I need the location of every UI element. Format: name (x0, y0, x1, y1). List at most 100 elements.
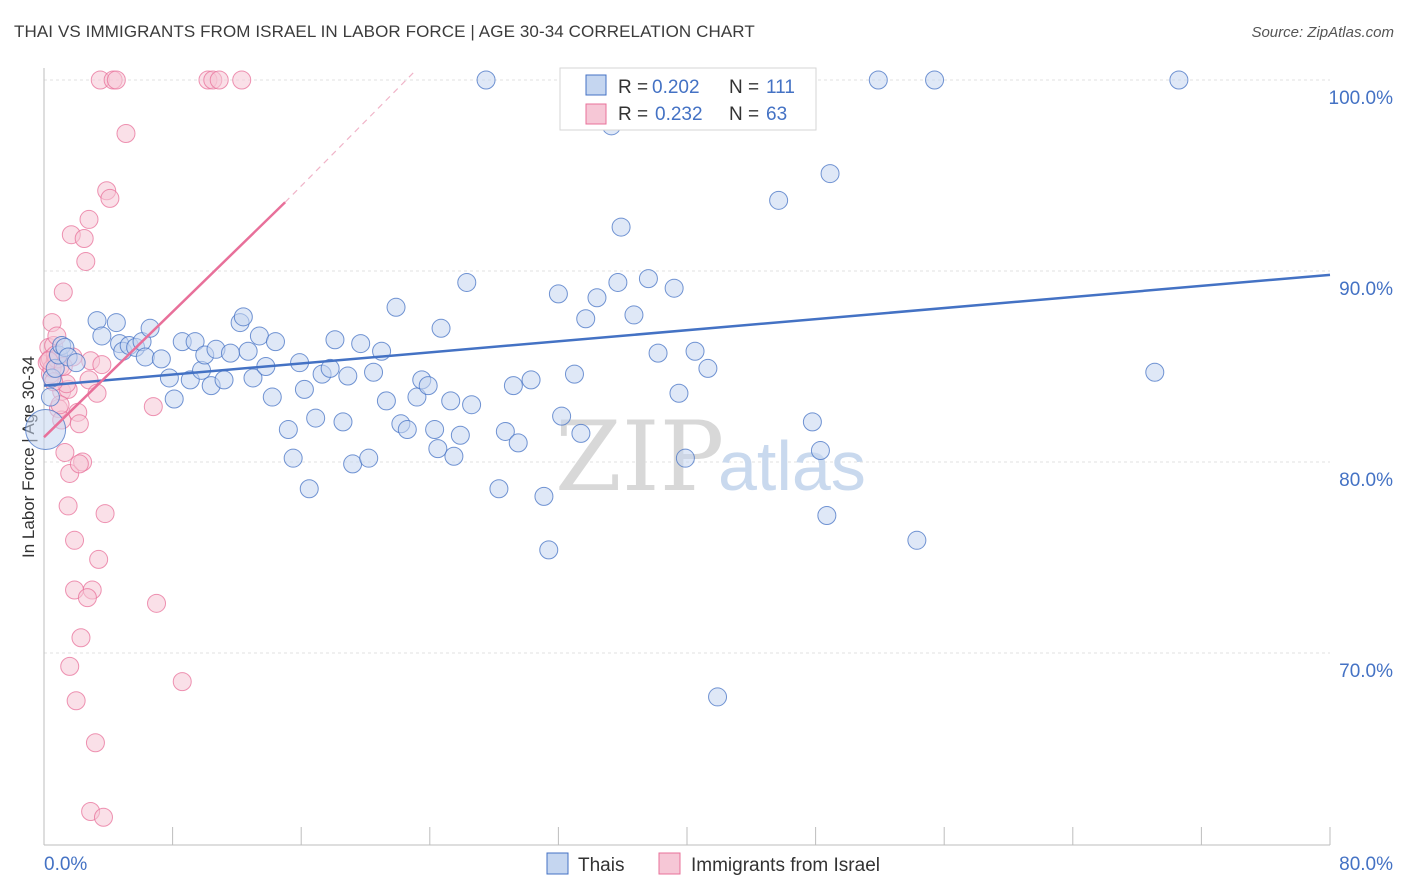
point-thais-38 (265, 332, 285, 352)
point-israel-51 (60, 656, 80, 676)
chart-title: THAI VS IMMIGRANTS FROM ISRAEL IN LABOR … (14, 22, 755, 41)
point-thais-85 (608, 272, 628, 292)
point-thais-35 (249, 326, 269, 346)
point-thais-77 (539, 540, 559, 560)
watermark-zip: ZIP (555, 401, 724, 513)
point-israel-50 (93, 807, 113, 827)
point-thais-91 (669, 383, 689, 403)
point-israel-32 (85, 733, 105, 753)
point-thais-86 (611, 217, 631, 237)
point-thais-71 (489, 479, 509, 499)
point-israel-14 (58, 496, 78, 516)
point-thais-67 (450, 425, 470, 445)
point-thais-66 (444, 446, 464, 466)
bottom-legend-label-thais: Thais (578, 855, 624, 876)
trendline-thais (43, 273, 1331, 387)
y-tick-labels: 70.0% 80.0% 90.0% 100.0% (1329, 88, 1394, 682)
y-tick-label-80: 80.0% (1339, 470, 1393, 491)
point-thais-8 (66, 353, 86, 373)
series-thais-points (25, 70, 1189, 707)
point-thais-32 (233, 307, 253, 327)
point-thais-65 (441, 391, 461, 411)
point-israel-24 (71, 628, 91, 648)
point-thais-30 (220, 343, 240, 363)
x-tick-label-max: 80.0% (1339, 854, 1393, 875)
point-thais-50 (343, 454, 363, 474)
point-thais-56 (386, 297, 406, 317)
x-tick-label-min: 0.0% (44, 854, 87, 875)
point-thais-17 (135, 347, 155, 367)
point-israel-28 (79, 209, 99, 229)
correlation-legend: R = 0.202 N = 111 R = 0.232 N = 63 (559, 67, 817, 131)
point-thais-51 (351, 334, 371, 354)
point-thais-0 (25, 409, 67, 451)
point-thais-19 (151, 349, 171, 369)
point-thais-49 (338, 366, 358, 386)
bottom-legend-label-israel: Immigrants from Israel (691, 855, 880, 876)
point-israel-42 (143, 397, 163, 417)
point-thais-48 (333, 412, 353, 432)
point-israel-48 (232, 70, 252, 90)
grid-lines (44, 79, 1330, 654)
point-israel-38 (100, 188, 120, 208)
point-thais-76 (534, 486, 554, 506)
point-thais-87 (624, 305, 644, 325)
point-thais-106 (1169, 70, 1189, 90)
point-thais-105 (1145, 362, 1165, 382)
point-israel-47 (209, 70, 229, 90)
legend-r-label-thais: R = (618, 77, 653, 98)
point-thais-73 (503, 376, 523, 396)
legend-n-label-israel: N = (729, 104, 764, 125)
point-thais-52 (359, 448, 379, 468)
point-thais-89 (648, 343, 668, 363)
point-thais-68 (457, 272, 477, 292)
point-thais-70 (476, 70, 496, 90)
y-tick-label-90: 90.0% (1339, 279, 1393, 300)
point-israel-23 (69, 414, 89, 434)
y-axis-title: In Labor Force | Age 30-34 (19, 356, 38, 558)
legend-swatch-israel (585, 103, 607, 125)
point-thais-75 (521, 370, 541, 390)
point-thais-42 (294, 379, 314, 399)
point-thais-46 (320, 358, 340, 378)
point-israel-43 (147, 593, 167, 613)
point-thais-97 (769, 190, 789, 210)
point-thais-98 (802, 412, 822, 432)
point-israel-13 (55, 442, 75, 462)
point-thais-34 (243, 368, 263, 388)
legend-r-label-israel: R = (618, 104, 653, 125)
legend-swatch-thais (585, 74, 607, 96)
point-thais-58 (397, 420, 417, 440)
point-thais-95 (708, 687, 728, 707)
y-tick-label-100: 100.0% (1329, 88, 1394, 109)
point-thais-64 (431, 318, 451, 338)
point-thais-99 (810, 441, 830, 461)
point-israel-44 (172, 672, 192, 692)
point-thais-61 (418, 376, 438, 396)
point-thais-94 (698, 358, 718, 378)
point-thais-39 (278, 420, 298, 440)
point-thais-103 (907, 530, 927, 550)
point-thais-59 (407, 387, 427, 407)
legend-r-value-israel: 0.232 (655, 104, 703, 125)
trendline-israel (43, 201, 286, 439)
point-israel-21 (66, 691, 86, 711)
point-thais-82 (576, 309, 596, 329)
point-israel-19 (65, 530, 85, 550)
point-thais-104 (925, 70, 945, 90)
point-israel-61 (77, 588, 97, 608)
point-thais-92 (675, 448, 695, 468)
point-thais-10 (92, 326, 112, 346)
point-thais-18 (140, 318, 160, 338)
point-thais-78 (548, 284, 568, 304)
point-israel-62 (92, 355, 112, 375)
point-thais-53 (364, 362, 384, 382)
watermark: ZIP atlas (555, 401, 866, 513)
point-thais-44 (306, 408, 326, 428)
point-thais-79 (552, 406, 572, 426)
bottom-legend-swatch-thais (546, 852, 569, 875)
point-thais-47 (325, 330, 345, 350)
point-thais-101 (820, 164, 840, 184)
point-thais-74 (508, 433, 528, 453)
